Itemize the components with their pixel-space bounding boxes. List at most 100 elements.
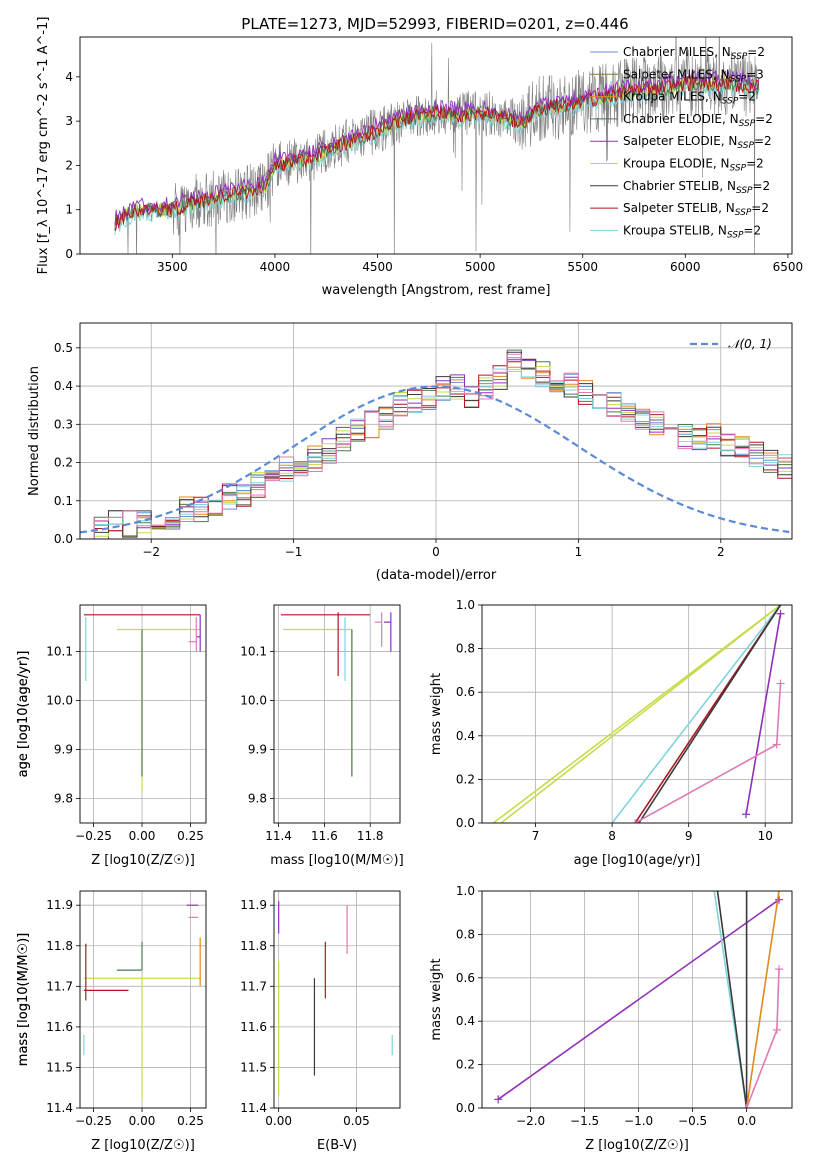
y-axis-label: mass weight bbox=[429, 673, 444, 755]
legend-label-sub: SSP bbox=[735, 208, 752, 218]
x-tick-label: 0.00 bbox=[129, 829, 156, 843]
axes-frame bbox=[481, 604, 793, 824]
legend-label-sub: SSP bbox=[730, 164, 747, 174]
weight-line bbox=[638, 605, 782, 823]
x-axis-label: Z [log10(Z/Z☉)] bbox=[91, 1138, 195, 1153]
legend-label-main: Kroupa MILES, N bbox=[623, 90, 722, 104]
x-tick-label: 0.05 bbox=[343, 1114, 370, 1128]
y-tick-label: 0.0 bbox=[456, 1101, 475, 1115]
panel-mass_Z: −0.25 0.00 0.25 11.4 11.5 11.6 11.7 11.8 11.9 bbox=[46, 891, 206, 1128]
y-tick-label: 0.0 bbox=[54, 532, 73, 546]
legend-label: Chabrier ELODIE, NSSP=2 bbox=[623, 112, 773, 129]
x-tick-label: 1 bbox=[575, 545, 583, 559]
y-tick-label: 0.4 bbox=[54, 379, 73, 393]
y-axis-label: Flux [f_λ 10^-17 erg cm^-2 s^-1 A^-1] bbox=[36, 17, 51, 275]
y-tick-label: 11.4 bbox=[240, 1101, 267, 1115]
axes-frame bbox=[79, 322, 793, 540]
y-tick-label: 2 bbox=[65, 158, 73, 172]
legend-label: Salpeter MILES, NSSP=3 bbox=[623, 67, 764, 84]
errorbars bbox=[280, 612, 392, 777]
y-tick-label: 11.8 bbox=[46, 939, 73, 953]
y-tick-label: 3 bbox=[65, 114, 73, 128]
plus-marker bbox=[631, 819, 640, 823]
x-tick-label: 0 bbox=[432, 545, 440, 559]
y-tick-label: 11.5 bbox=[46, 1060, 73, 1074]
weight-lines bbox=[493, 605, 785, 823]
weight-line bbox=[745, 613, 782, 815]
y-tick-label: 0.1 bbox=[54, 494, 73, 508]
legend-label-suffix: =2 bbox=[754, 134, 772, 148]
legend-label-suffix: =3 bbox=[746, 67, 764, 81]
x-axis-label: (data-model)/error bbox=[376, 568, 497, 583]
panel-age_mass: 11.4 11.6 11.8 9.8 9.9 10.0 10.1 bbox=[240, 605, 400, 843]
y-tick-label: 11.5 bbox=[240, 1060, 267, 1074]
weight-line bbox=[500, 605, 781, 823]
y-axis-label: mass weight bbox=[429, 958, 444, 1040]
legend-label-main: Kroupa STELIB, N bbox=[623, 223, 727, 237]
x-tick-label: −1 bbox=[285, 545, 303, 559]
legend-label-main: Salpeter MILES, N bbox=[623, 67, 730, 81]
x-tick-label: 10 bbox=[758, 829, 773, 843]
panel-mw_Z: −2.0 −1.5 −1.0 −0.5 0.0 0.0 0.2 0.4 0.6 0.8 1.0 bbox=[456, 884, 792, 1128]
y-axis-label: Normed distribution bbox=[27, 366, 42, 496]
x-axis-label: age [log10(age/yr)] bbox=[574, 853, 701, 868]
axes-frame bbox=[273, 890, 401, 1109]
x-tick-label: 7 bbox=[532, 829, 540, 843]
plus-marker bbox=[776, 609, 785, 618]
legend-label-suffix: =2 bbox=[746, 157, 764, 171]
legend-label: Kroupa STELIB, NSSP=2 bbox=[623, 223, 761, 240]
y-tick-label: 9.9 bbox=[54, 743, 73, 757]
x-tick-label: 6500 bbox=[773, 260, 804, 274]
legend-label-sub: SSP bbox=[737, 141, 754, 151]
y-tick-label: 0.4 bbox=[456, 1014, 475, 1028]
plus-marker bbox=[776, 679, 785, 688]
y-tick-label: 11.7 bbox=[240, 979, 267, 993]
errorbars bbox=[278, 901, 393, 1096]
legend-label-suffix: =2 bbox=[755, 112, 773, 126]
legend-label: Kroupa ELODIE, NSSP=2 bbox=[623, 157, 764, 174]
legend-label-main: Chabrier MILES, N bbox=[623, 45, 731, 59]
y-tick-label: 9.8 bbox=[248, 792, 267, 806]
histogram-series bbox=[80, 353, 792, 539]
x-tick-label: 5500 bbox=[567, 260, 598, 274]
plots-layer: 3500 4000 4500 5000 5500 6000 6500 0 1 2 3 4 wavelen… bbox=[16, 17, 804, 1153]
legend-label: Chabrier MILES, NSSP=2 bbox=[623, 45, 765, 62]
weight-line bbox=[745, 891, 780, 1108]
x-tick-label: 6000 bbox=[670, 260, 701, 274]
legend-label-sub: SSP bbox=[722, 97, 739, 107]
legend-label-sub: SSP bbox=[731, 52, 748, 62]
y-tick-label: 0.8 bbox=[456, 642, 475, 656]
y-tick-label: 4 bbox=[65, 70, 73, 84]
plus-marker bbox=[772, 1025, 781, 1034]
x-axis-label: Z [log10(Z/Z☉)] bbox=[91, 853, 195, 868]
y-tick-label: 1.0 bbox=[456, 598, 475, 612]
histogram-series bbox=[80, 358, 792, 539]
normal-curve bbox=[80, 385, 790, 534]
y-tick-label: 0.6 bbox=[456, 685, 475, 699]
x-tick-label: −2 bbox=[142, 545, 160, 559]
y-tick-label: 0.3 bbox=[54, 417, 73, 431]
x-tick-label: −1.0 bbox=[624, 1114, 653, 1128]
plus-marker bbox=[775, 895, 784, 904]
legend-label-main: Salpeter STELIB, N bbox=[623, 201, 735, 215]
y-axis-label: mass [log10(M/M☉)] bbox=[16, 933, 31, 1066]
y-tick-label: 10.0 bbox=[240, 694, 267, 708]
figure-title: PLATE=1273, MJD=52993, FIBERID=0201, z=0… bbox=[241, 15, 628, 33]
x-tick-label: −0.5 bbox=[678, 1114, 707, 1128]
x-tick-label: 0.25 bbox=[177, 829, 204, 843]
x-tick-label: −1.5 bbox=[570, 1114, 599, 1128]
y-tick-label: 11.7 bbox=[46, 979, 73, 993]
y-axis-label: mass [log10(M/M☉)] bbox=[16, 933, 31, 1066]
legend-label-suffix: =2 bbox=[747, 45, 765, 59]
y-tick-label: 0.2 bbox=[456, 1058, 475, 1072]
x-tick-label: 0.0 bbox=[737, 1114, 756, 1128]
weight-line bbox=[716, 891, 748, 1108]
x-tick-label: 11.8 bbox=[357, 829, 384, 843]
y-tick-label: 11.6 bbox=[240, 1020, 267, 1034]
legend-label: 𝒩(0, 1) bbox=[728, 337, 772, 351]
plus-marker bbox=[742, 1104, 751, 1108]
legend-label: Salpeter STELIB, NSSP=2 bbox=[623, 201, 769, 218]
histogram-series bbox=[80, 365, 792, 539]
weight-line bbox=[611, 605, 782, 823]
errorbars bbox=[83, 904, 201, 1100]
